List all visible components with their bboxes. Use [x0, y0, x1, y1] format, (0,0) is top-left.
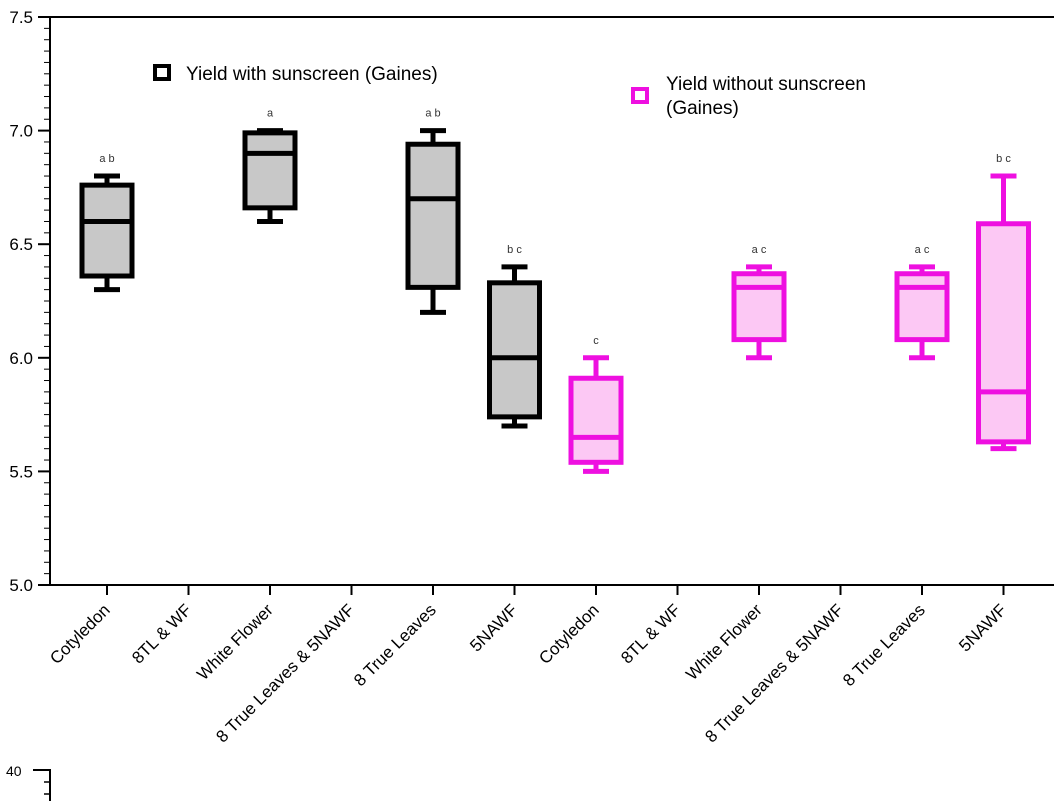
significance-label: a b: [425, 108, 440, 120]
box-series-2: a c: [894, 244, 950, 361]
box-series-2: b c: [976, 153, 1031, 452]
x-tick-label: 5NAWF: [466, 600, 521, 655]
y-axis: 5.0 5.5 6.0 6.5 7.0 7.5: [9, 8, 51, 595]
box-series-1: b c: [487, 244, 542, 429]
x-tick-label: White Flower: [193, 600, 277, 684]
box-iqr: [568, 375, 624, 465]
significance-label: a b: [99, 153, 114, 165]
box-iqr: [405, 141, 461, 290]
x-tick-label: 8 True Leaves & 5NAWF: [212, 600, 358, 746]
legend-label-line: Yield without sunscreen: [666, 74, 866, 95]
box-series-1: a b: [405, 108, 461, 315]
box-series-2: a c: [731, 244, 787, 361]
significance-label: b c: [507, 244, 522, 256]
y-tick-label: 6.0: [9, 349, 33, 368]
box-series-2: c: [568, 335, 624, 474]
y-tick-label: 5.0: [9, 576, 33, 595]
x-tick-label: 8TL & WF: [128, 600, 195, 667]
box-iqr: [976, 221, 1031, 445]
x-tick-label: 5NAWF: [955, 600, 1010, 655]
x-tick-label: 8 True Leaves: [350, 600, 440, 690]
y-tick-label: 7.5: [9, 8, 33, 27]
significance-label: a c: [915, 244, 930, 256]
box-series-1: a: [242, 108, 298, 224]
x-tick-label: Cotyledon: [46, 600, 114, 668]
legend-label-with-sunscreen: Yield with sunscreen (Gaines): [186, 64, 438, 85]
legend-swatch-without-sunscreen: [631, 87, 649, 104]
significance-label: a c: [752, 244, 767, 256]
y-tick-label: 7.0: [9, 122, 33, 141]
significance-label: a: [267, 108, 274, 120]
box-iqr: [79, 182, 135, 279]
boxes-layer: a b a a b b c c a c a c b c: [79, 108, 1031, 474]
box-iqr: [242, 130, 298, 211]
y-tick-label: 6.5: [9, 235, 33, 254]
second-panel-axis: 40: [6, 763, 51, 801]
box-iqr: [487, 280, 542, 420]
legend-label-line: (Gaines): [666, 98, 739, 119]
box-iqr: [731, 271, 787, 343]
legend-label-without-sunscreen: Yield without sunscreen (Gaines): [666, 74, 866, 119]
legend-swatch-with-sunscreen: [153, 64, 171, 81]
x-tick-label: White Flower: [682, 600, 766, 684]
x-tick-label: 8TL & WF: [617, 600, 684, 667]
significance-label: b c: [996, 153, 1011, 165]
y-tick-label: 5.5: [9, 462, 33, 481]
box-series-1: a b: [79, 153, 135, 293]
x-tick-label: 8 True Leaves & 5NAWF: [701, 600, 847, 746]
x-tick-label: 8 True Leaves: [839, 600, 929, 690]
second-panel-ytick-label: 40: [6, 763, 22, 779]
box-iqr: [894, 271, 950, 343]
x-tick-label: Cotyledon: [535, 600, 603, 668]
significance-label: c: [593, 335, 599, 347]
legend: Yield with sunscreen (Gaines) Yield with…: [153, 64, 866, 119]
